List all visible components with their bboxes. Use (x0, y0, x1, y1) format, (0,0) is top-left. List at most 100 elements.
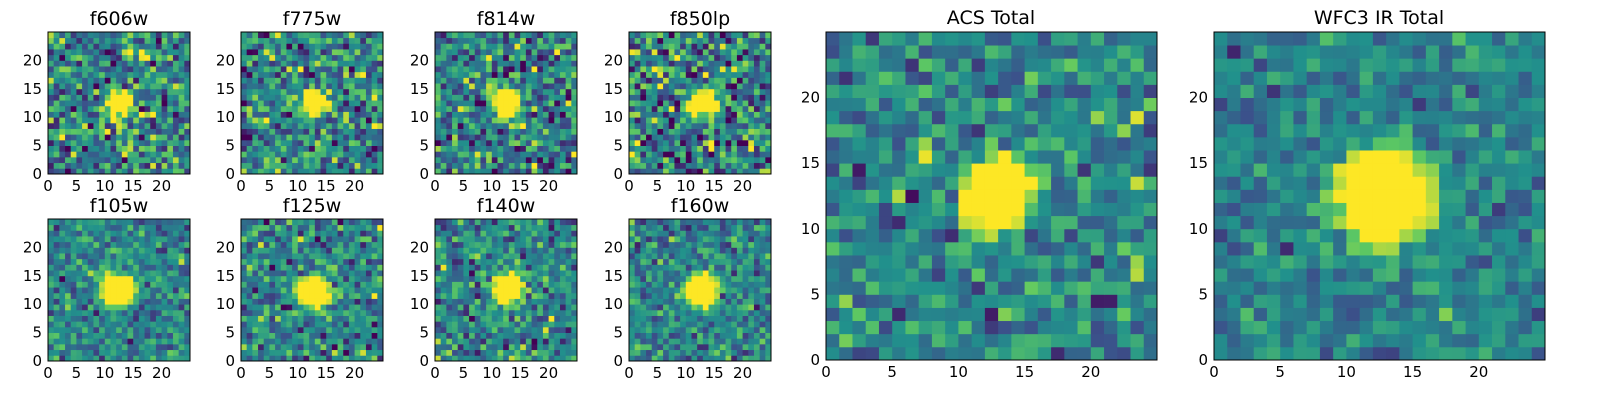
heatmap-cell (571, 258, 578, 265)
heatmap-cell (280, 275, 287, 282)
heatmap-cell (53, 230, 60, 237)
heatmap-cell (759, 292, 766, 299)
heatmap-cell (651, 145, 658, 152)
heatmap-cell (548, 315, 555, 322)
heatmap-cell (76, 122, 83, 129)
heatmap-cell (725, 117, 732, 124)
heatmap-cell (360, 332, 367, 339)
heatmap-cell (99, 230, 106, 237)
heatmap-cell (719, 287, 726, 294)
heatmap-cell (565, 122, 572, 129)
heatmap-cell (331, 105, 338, 112)
heatmap-cell (554, 139, 561, 146)
heatmap-cell (548, 292, 555, 299)
heatmap-cell (377, 156, 384, 164)
heatmap-cell (531, 343, 538, 351)
heatmap-cell (640, 326, 647, 333)
heatmap-cell (497, 88, 504, 95)
heatmap-cell (629, 49, 636, 56)
heatmap-cell (719, 49, 726, 56)
heatmap-cell (246, 145, 253, 152)
heatmap-cell (116, 151, 123, 158)
heatmap-cell (48, 230, 55, 237)
heatmap-cell (725, 100, 732, 107)
heatmap-cell (674, 32, 681, 39)
heatmap-cell (371, 224, 378, 231)
heatmap-cell (657, 49, 664, 56)
heatmap-cell (634, 37, 641, 44)
heatmap-cell (161, 338, 168, 345)
heatmap-cell (474, 230, 481, 237)
heatmap-cell (663, 253, 670, 260)
heatmap-cell (646, 32, 653, 39)
y-tick-label: 20 (23, 51, 42, 69)
heatmap-cell (178, 54, 185, 61)
heatmap-cell (719, 156, 726, 164)
heatmap-cell (150, 224, 157, 231)
heatmap-cell (480, 145, 487, 152)
heatmap-cell (480, 66, 487, 73)
heatmap-cell (314, 145, 321, 152)
heatmap-cell (753, 100, 761, 107)
heatmap-cell (674, 355, 681, 362)
heatmap-cell (559, 128, 567, 135)
heatmap-cell (469, 105, 476, 112)
heatmap-cell (184, 139, 191, 146)
heatmap-cell (742, 298, 749, 305)
heatmap-cell (497, 270, 504, 277)
heatmap-cell (377, 281, 384, 288)
heatmap-cell (53, 32, 60, 39)
heatmap-cell (753, 134, 761, 141)
heatmap-cell (634, 156, 641, 164)
heatmap-cell (691, 134, 698, 141)
heatmap-cell (446, 49, 453, 56)
heatmap-cell (178, 253, 185, 260)
heatmap-cell (765, 54, 772, 61)
heatmap-cell (719, 281, 726, 288)
heatmap-cell (150, 156, 157, 164)
heatmap-cell (725, 338, 732, 345)
y-tick-label: 5 (419, 324, 429, 342)
heatmap-cell (697, 111, 704, 118)
heatmap-cell (565, 145, 572, 152)
heatmap-cell (331, 241, 338, 248)
heatmap-cell (514, 241, 521, 248)
heatmap-cell (360, 349, 367, 356)
heatmap-cell (59, 77, 66, 84)
heatmap-cell (742, 304, 749, 311)
heatmap-cell (646, 77, 653, 84)
heatmap-cell (76, 253, 83, 260)
heatmap-cell (348, 281, 355, 288)
heatmap-cell (514, 281, 521, 288)
heatmap-cell (452, 253, 459, 260)
heatmap-cell (736, 332, 743, 339)
heatmap-cell (150, 343, 157, 351)
heatmap-cell (286, 43, 293, 50)
heatmap-cell (93, 105, 100, 112)
heatmap-cell (440, 105, 447, 112)
heatmap-cell (657, 111, 664, 118)
heatmap-cell (480, 355, 487, 362)
heatmap-cell (320, 304, 327, 311)
heatmap-cell (759, 281, 766, 288)
heatmap-cell (554, 241, 561, 248)
panel-f850lp: f850lp 0 5 10 15 20 0 5 10 15 20 (604, 8, 772, 195)
heatmap-cell (497, 117, 504, 124)
heatmap-cell (508, 94, 515, 101)
heatmap-cell (167, 355, 174, 362)
heatmap-cell (241, 111, 248, 118)
heatmap-cell (76, 37, 83, 44)
heatmap-cell (457, 281, 464, 288)
heatmap-cell (548, 355, 555, 362)
heatmap-cell (559, 88, 567, 95)
heatmap-cell (520, 355, 527, 362)
heatmap-cell (452, 287, 459, 294)
heatmap-cell (87, 105, 94, 112)
heatmap-cell (680, 281, 687, 288)
heatmap-cell (348, 219, 355, 226)
heatmap-cell (452, 298, 459, 305)
heatmap-cell (714, 100, 721, 107)
heatmap-cell (161, 83, 168, 90)
heatmap-cell (65, 37, 72, 44)
heatmap-cell (178, 241, 185, 248)
